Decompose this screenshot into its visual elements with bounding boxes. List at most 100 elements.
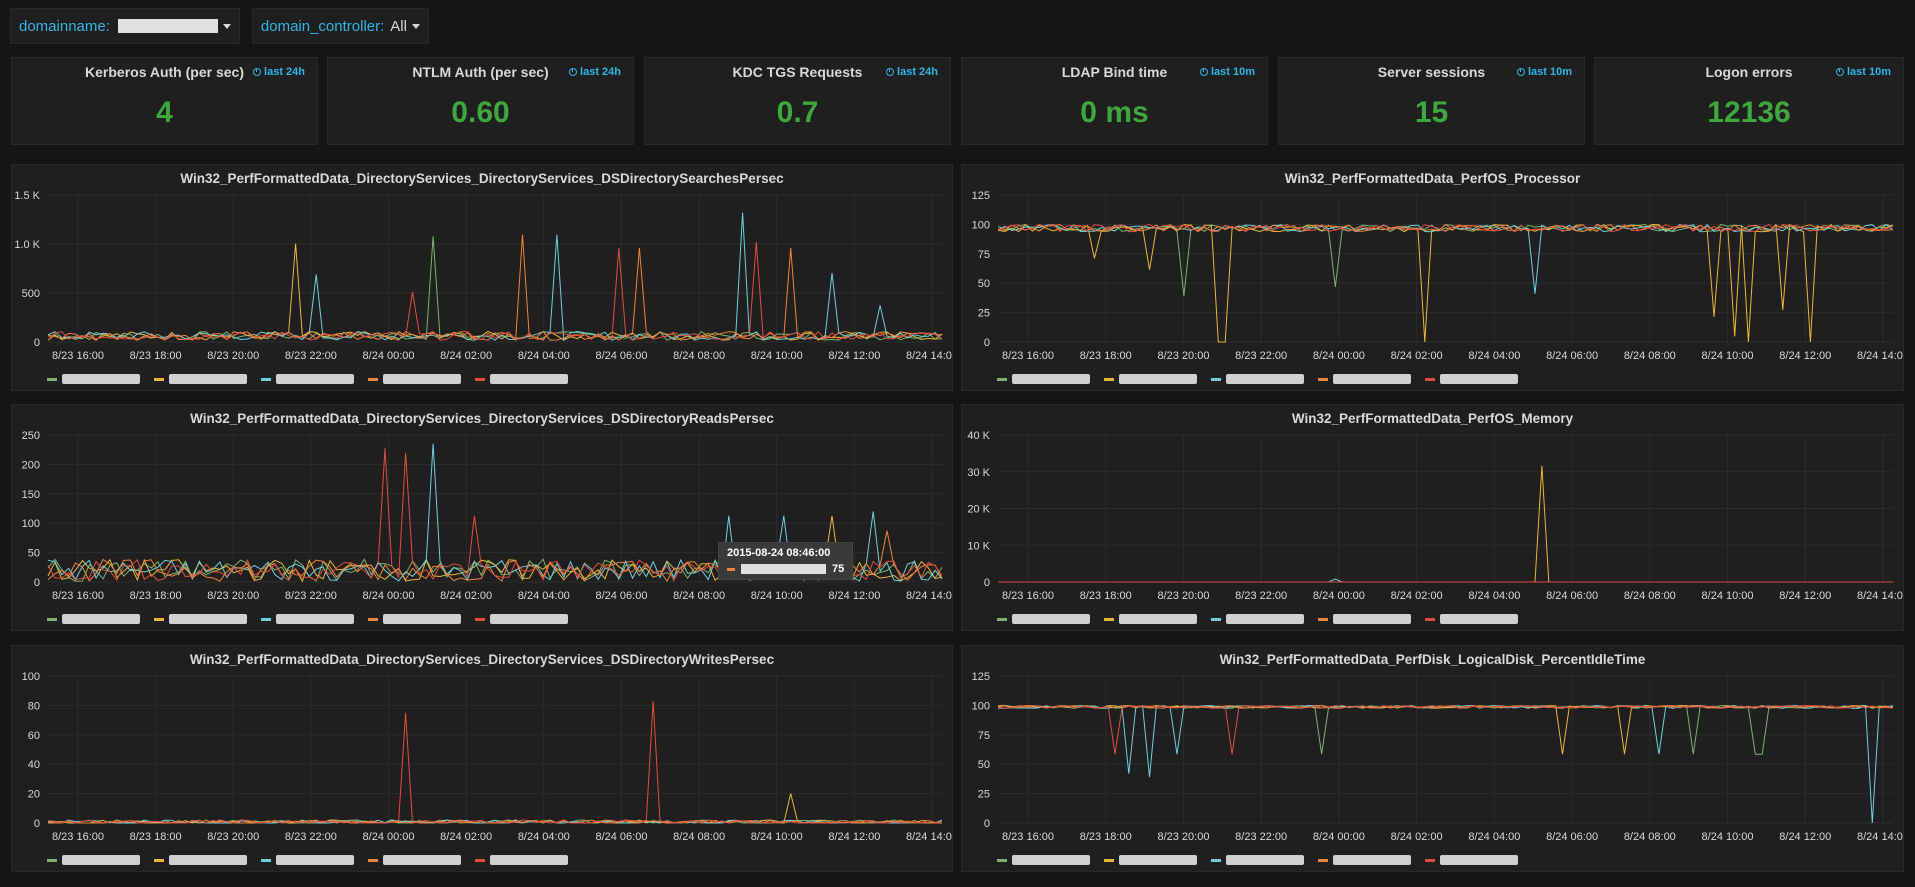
legend-item[interactable] <box>997 374 1090 384</box>
graph-legend <box>997 855 1518 865</box>
x-tick-label: 8/24 12:00 <box>828 350 880 362</box>
legend-item[interactable] <box>1104 374 1197 384</box>
series-line <box>47 700 942 824</box>
legend-item[interactable] <box>261 374 354 384</box>
y-tick-label: 500 <box>22 288 40 300</box>
series-swatch <box>1318 377 1328 381</box>
domain-controller-variable[interactable]: domain_controller: All <box>251 8 429 44</box>
x-tick-label: 8/23 20:00 <box>207 831 259 843</box>
graph-canvas[interactable]: 0 50 100 150 200 250 8/23 16:00 8/23 18:00 8/23 … <box>12 405 952 630</box>
series-line <box>47 243 943 341</box>
y-tick-label: 0 <box>984 818 990 830</box>
x-tick-label: 8/23 18:00 <box>130 831 182 843</box>
legend-item[interactable] <box>261 614 354 624</box>
legend-item[interactable] <box>368 614 461 624</box>
legend-item[interactable] <box>1318 614 1411 624</box>
legend-series-redacted <box>1119 374 1197 384</box>
graph-canvas[interactable]: 0 10 K 20 K 30 K 40 K 8/23 16:00 8/23 18:00 8/2… <box>962 405 1903 630</box>
series-swatch <box>1104 858 1114 862</box>
series-swatch <box>368 377 378 381</box>
legend-item[interactable] <box>1318 374 1411 384</box>
series-swatch <box>1211 617 1221 621</box>
legend-item[interactable] <box>47 374 140 384</box>
legend-item[interactable] <box>997 855 1090 865</box>
legend-item[interactable] <box>475 374 568 384</box>
x-tick-label: 8/24 06:00 <box>1546 831 1598 843</box>
legend-item[interactable] <box>261 855 354 865</box>
graph-panel-logicaldisk[interactable]: Win32_PerfFormattedData_PerfDisk_Logical… <box>961 645 1904 872</box>
x-tick-label: 8/24 02:00 <box>440 350 492 362</box>
legend-item[interactable] <box>1104 855 1197 865</box>
legend-item[interactable] <box>1211 855 1304 865</box>
legend-item[interactable] <box>997 614 1090 624</box>
stat-ldap-bind-time[interactable]: LDAP Bind time last 10m 0 ms <box>961 57 1268 145</box>
x-tick-label: 8/24 14:00 <box>906 831 952 843</box>
graph-panel-writes[interactable]: Win32_PerfFormattedData_DirectoryService… <box>11 645 953 872</box>
legend-item[interactable] <box>1318 855 1411 865</box>
x-tick-label: 8/24 10:00 <box>1702 590 1754 602</box>
series-swatch <box>1318 858 1328 862</box>
graph-canvas[interactable]: 0 500 1.0 K 1.5 K 8/23 16:00 8/23 18:00 8/23 2… <box>12 165 952 390</box>
legend-item[interactable] <box>1211 374 1304 384</box>
stat-server-sessions[interactable]: Server sessions last 10m 15 <box>1278 57 1585 145</box>
graph-legend <box>997 374 1518 384</box>
legend-item[interactable] <box>475 614 568 624</box>
graph-panel-reads[interactable]: Win32_PerfFormattedData_DirectoryService… <box>11 404 953 631</box>
series-swatch <box>997 617 1007 621</box>
chevron-down-icon[interactable] <box>222 23 231 29</box>
graph-panel-searches[interactable]: Win32_PerfFormattedData_DirectoryService… <box>11 164 953 391</box>
legend-series-redacted <box>169 614 247 624</box>
x-tick-label: 8/24 14:00 <box>906 350 952 362</box>
graph-canvas[interactable]: 0 25 50 75 100 125 8/23 16:00 8/23 18:00 8/23 20… <box>962 646 1903 871</box>
stat-value: 12136 <box>1707 96 1791 129</box>
x-tick-label: 8/23 18:00 <box>1080 590 1132 602</box>
series-line <box>997 223 1894 343</box>
legend-item[interactable] <box>47 855 140 865</box>
legend-item[interactable] <box>1211 614 1304 624</box>
x-tick-label: 8/24 04:00 <box>518 590 570 602</box>
legend-item[interactable] <box>1425 374 1518 384</box>
graph-panel-processor[interactable]: Win32_PerfFormattedData_PerfOS_Processor… <box>961 164 1904 391</box>
legend-item[interactable] <box>368 855 461 865</box>
legend-item[interactable] <box>1425 855 1518 865</box>
stat-kdc-tgs-requests[interactable]: KDC TGS Requests last 24h 0.7 <box>644 57 951 145</box>
legend-item[interactable] <box>1425 614 1518 624</box>
legend-item[interactable] <box>368 374 461 384</box>
legend-item[interactable] <box>475 855 568 865</box>
legend-item[interactable] <box>154 374 247 384</box>
legend-item[interactable] <box>47 614 140 624</box>
domainname-variable[interactable]: domainname: <box>10 8 240 44</box>
graph-canvas[interactable]: 0 25 50 75 100 125 8/23 16:00 8/23 18:00 8/23 20… <box>962 165 1903 390</box>
legend-series-redacted <box>1226 614 1304 624</box>
graph-panel-memory[interactable]: Win32_PerfFormattedData_PerfOS_Memory 0 1… <box>961 404 1904 631</box>
legend-item[interactable] <box>154 855 247 865</box>
legend-series-redacted <box>1333 614 1411 624</box>
series-line <box>47 241 943 341</box>
x-tick-label: 8/24 08:00 <box>673 590 725 602</box>
y-tick-label: 20 K <box>967 504 990 516</box>
clock-icon <box>1835 68 1844 76</box>
y-tick-label: 125 <box>972 671 990 683</box>
tooltip-time: 2015-08-24 08:46:00 <box>727 547 831 559</box>
stat-title: LDAP Bind time <box>1061 64 1168 80</box>
legend-item[interactable] <box>154 614 247 624</box>
stat-kerberos-auth[interactable]: Kerberos Auth (per sec) last 24h 4 <box>11 57 318 145</box>
x-tick-label: 8/23 16:00 <box>1002 590 1054 602</box>
domainname-value-redacted[interactable] <box>117 19 218 33</box>
x-tick-label: 8/24 12:00 <box>828 590 880 602</box>
legend-item[interactable] <box>1104 614 1197 624</box>
stat-logon-errors[interactable]: Logon errors last 10m 12136 <box>1594 57 1904 145</box>
graph-tooltip: 2015-08-24 08:46:00 75 <box>718 542 854 580</box>
x-tick-label: 8/24 02:00 <box>1391 350 1443 362</box>
chevron-down-icon[interactable] <box>411 23 420 29</box>
graph-canvas[interactable]: 0 20 40 60 80 100 8/23 16:00 8/23 18:00 8/23 20:… <box>12 646 952 871</box>
stat-ntlm-auth[interactable]: NTLM Auth (per sec) last 24h 0.60 <box>327 57 634 145</box>
time-info: last 24h <box>886 66 938 78</box>
stat-title: Logon errors <box>1705 64 1793 80</box>
y-tick-label: 100 <box>972 700 990 712</box>
legend-series-redacted <box>1012 374 1090 384</box>
x-tick-label: 8/23 22:00 <box>285 350 337 362</box>
domain-controller-value[interactable]: All <box>390 17 407 35</box>
legend-series-redacted <box>1012 855 1090 865</box>
legend-series-redacted <box>490 855 568 865</box>
